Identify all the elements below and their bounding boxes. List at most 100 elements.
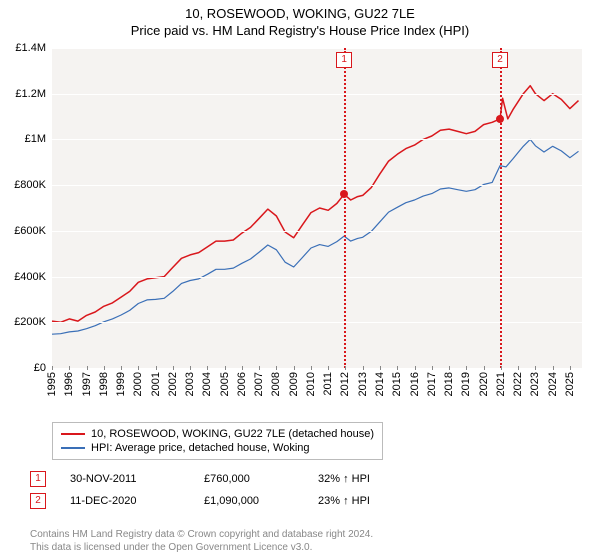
event-marker: 1 [30,471,46,487]
transaction-dot [496,115,504,123]
x-tick-label: 1997 [81,372,93,396]
x-tick-label: 2025 [564,372,576,396]
transaction-vline [344,48,346,368]
x-tick-mark [276,366,277,370]
x-tick-mark [432,366,433,370]
gridline [52,231,582,232]
x-tick-mark [190,366,191,370]
event-marker: 2 [30,493,46,509]
x-tick-label: 1995 [46,372,58,396]
x-tick-label: 2012 [339,372,351,396]
y-tick-label: £600K [14,225,46,237]
x-axis: 1995199619971998199920002001200220032004… [52,368,582,418]
x-tick-label: 2019 [460,372,472,396]
legend-item: HPI: Average price, detached house, Woki… [61,441,374,455]
x-tick-label: 2024 [547,372,559,396]
x-tick-label: 2003 [184,372,196,396]
event-delta: 23% ↑ HPI [318,495,428,507]
chart-svg [52,48,582,368]
x-tick-label: 2013 [357,372,369,396]
event-date: 11-DEC-2020 [70,495,180,507]
page-title-line2: Price paid vs. HM Land Registry's House … [0,21,600,42]
y-tick-label: £1.2M [15,88,46,100]
x-tick-label: 1998 [98,372,110,396]
gridline [52,139,582,140]
legend-box: 10, ROSEWOOD, WOKING, GU22 7LE (detached… [52,422,383,460]
x-tick-mark [345,366,346,370]
x-tick-mark [380,366,381,370]
events-table: 130-NOV-2011£760,00032% ↑ HPI211-DEC-202… [30,468,428,512]
x-tick-mark [415,366,416,370]
y-tick-label: £1.4M [15,42,46,54]
x-tick-label: 1999 [115,372,127,396]
y-tick-label: £800K [14,179,46,191]
x-tick-mark [535,366,536,370]
gridline [52,277,582,278]
x-tick-mark [570,366,571,370]
x-tick-mark [121,366,122,370]
page-title-line1: 10, ROSEWOOD, WOKING, GU22 7LE [0,0,600,21]
event-row: 130-NOV-2011£760,00032% ↑ HPI [30,468,428,490]
x-tick-mark [484,366,485,370]
event-date: 30-NOV-2011 [70,473,180,485]
event-delta: 32% ↑ HPI [318,473,428,485]
legend-label: HPI: Average price, detached house, Woki… [91,442,310,454]
x-tick-label: 2009 [288,372,300,396]
x-tick-label: 2005 [219,372,231,396]
transaction-vline [500,48,502,368]
x-tick-label: 2014 [374,372,386,396]
footer-line2: This data is licensed under the Open Gov… [30,541,373,554]
chart-plot-area: 12 [52,48,582,368]
footer-line1: Contains HM Land Registry data © Crown c… [30,528,373,541]
x-tick-mark [449,366,450,370]
legend-swatch [61,447,85,449]
x-tick-label: 2010 [305,372,317,396]
event-row: 2 11-DEC-2020 £1,090,000 23% ↑ HPI [30,490,428,512]
x-tick-label: 2020 [478,372,490,396]
x-tick-mark [328,366,329,370]
x-tick-mark [69,366,70,370]
x-tick-mark [156,366,157,370]
gridline [52,322,582,323]
x-tick-mark [225,366,226,370]
x-tick-mark [363,366,364,370]
x-tick-label: 2015 [391,372,403,396]
x-tick-mark [207,366,208,370]
x-tick-label: 2016 [409,372,421,396]
transaction-dot [340,190,348,198]
x-tick-mark [311,366,312,370]
x-tick-mark [518,366,519,370]
x-tick-mark [173,366,174,370]
x-tick-label: 2017 [426,372,438,396]
x-tick-label: 1996 [63,372,75,396]
y-tick-label: £200K [14,316,46,328]
x-tick-label: 2006 [236,372,248,396]
x-tick-mark [138,366,139,370]
x-tick-label: 2021 [495,372,507,396]
gridline [52,94,582,95]
transaction-marker: 2 [492,52,508,68]
legend-item: 10, ROSEWOOD, WOKING, GU22 7LE (detached… [61,427,374,441]
y-tick-label: £1M [25,133,46,145]
x-tick-mark [466,366,467,370]
legend-label: 10, ROSEWOOD, WOKING, GU22 7LE (detached… [91,428,374,440]
x-tick-label: 2002 [167,372,179,396]
x-tick-label: 2004 [201,372,213,396]
x-tick-label: 2008 [270,372,282,396]
x-tick-mark [397,366,398,370]
x-tick-mark [52,366,53,370]
x-tick-label: 2018 [443,372,455,396]
y-tick-label: £0 [34,362,46,374]
x-tick-label: 2011 [322,372,334,396]
x-tick-label: 2007 [253,372,265,396]
x-tick-label: 2023 [529,372,541,396]
y-axis: £0£200K£400K£600K£800K£1M£1.2M£1.4M [0,48,50,368]
gridline [52,185,582,186]
gridline [52,48,582,49]
x-tick-label: 2022 [512,372,524,396]
x-tick-label: 2001 [150,372,162,396]
event-price: £1,090,000 [204,495,294,507]
x-tick-mark [104,366,105,370]
x-tick-mark [87,366,88,370]
legend-swatch [61,433,85,435]
